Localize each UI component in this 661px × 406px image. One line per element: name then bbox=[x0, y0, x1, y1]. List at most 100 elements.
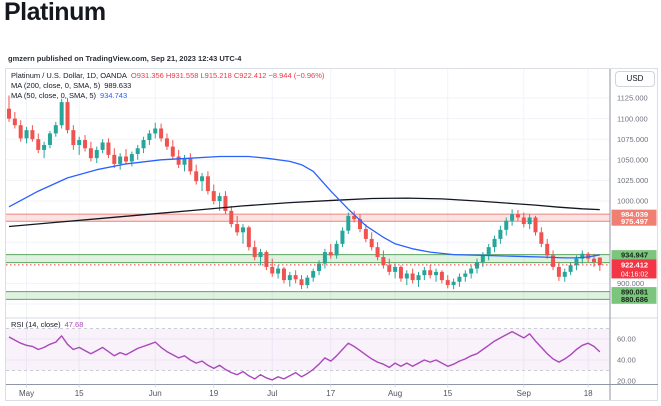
candle-body bbox=[592, 258, 596, 262]
candle-body bbox=[551, 255, 556, 267]
candle-body bbox=[445, 280, 450, 286]
candle-body bbox=[334, 243, 339, 256]
candle-body bbox=[83, 140, 88, 149]
candle-body bbox=[211, 191, 216, 201]
currency-button[interactable]: USD bbox=[615, 71, 655, 87]
candle-body bbox=[375, 247, 380, 258]
candle-body bbox=[124, 156, 128, 162]
candle-body bbox=[276, 268, 281, 274]
candle-body bbox=[293, 275, 298, 280]
candle-body bbox=[59, 102, 64, 126]
price-badge-bg bbox=[611, 259, 657, 279]
candle-body bbox=[586, 253, 591, 259]
candle-body bbox=[328, 252, 333, 256]
candle-body bbox=[439, 271, 444, 281]
candle-body bbox=[205, 176, 210, 192]
time-axis[interactable]: May 15 Jun 19 Jul 17 Aug 15 Sep 18 bbox=[19, 384, 593, 399]
candle-body bbox=[533, 217, 538, 233]
candle-body bbox=[410, 273, 415, 281]
candle-body bbox=[358, 219, 362, 230]
candle-body bbox=[217, 196, 222, 201]
candle-body bbox=[88, 148, 93, 159]
gridlines bbox=[6, 69, 610, 385]
price-badge-bg bbox=[611, 287, 657, 297]
candle-body bbox=[422, 270, 427, 276]
candle-body bbox=[270, 266, 275, 274]
candle-body bbox=[340, 230, 345, 244]
candle-body bbox=[147, 133, 152, 141]
page-title: Platinum bbox=[4, 0, 106, 26]
candle-body bbox=[317, 263, 322, 272]
candle-body bbox=[498, 229, 503, 239]
time-label: Jul bbox=[267, 389, 277, 398]
candle-body bbox=[311, 271, 316, 278]
candle-body bbox=[398, 266, 403, 279]
candle-body bbox=[36, 139, 41, 150]
rsi-axis-label: 60.00 bbox=[617, 335, 636, 344]
time-label: Sep bbox=[517, 389, 532, 398]
price-zone-support bbox=[6, 291, 610, 300]
time-label: 15 bbox=[75, 389, 84, 398]
candle-body bbox=[299, 279, 304, 286]
candle-body bbox=[305, 277, 310, 286]
rsi-pane bbox=[6, 328, 610, 381]
candles-group bbox=[7, 95, 602, 290]
symbol-title: Platinum / U.S. Dollar, 1D, OANDA bbox=[11, 71, 127, 80]
price-badge-bg bbox=[611, 294, 657, 304]
price-badge-bg bbox=[611, 209, 657, 219]
price-axis-label: 1050.000 bbox=[617, 156, 648, 165]
price-axis-label: 1100.000 bbox=[617, 114, 648, 123]
rsi-label: RSI (14, close) bbox=[11, 320, 61, 329]
candle-body bbox=[457, 276, 462, 282]
candle-body bbox=[252, 247, 257, 258]
zone-fill bbox=[6, 291, 610, 300]
price-axis-label: 1125.000 bbox=[617, 94, 648, 103]
candle-body bbox=[30, 130, 35, 140]
price-axis[interactable]: 1125.000 1100.000 1075.000 1050.000 1025.000… bbox=[617, 94, 648, 386]
ma50-value: 934.743 bbox=[100, 91, 128, 100]
candle-body bbox=[363, 229, 368, 239]
time-label: 19 bbox=[209, 389, 218, 398]
candle-body bbox=[393, 266, 398, 272]
candle-body bbox=[387, 265, 392, 272]
candle-body bbox=[504, 220, 509, 230]
price-badge-value: 934.947 bbox=[621, 250, 648, 259]
ma200-line bbox=[8, 197, 600, 228]
candle-body bbox=[428, 270, 433, 276]
candle-body bbox=[545, 243, 550, 256]
candle-body bbox=[510, 214, 515, 221]
ma200-legend[interactable]: MA (200, close, 0, SMA, 5) 989.633 bbox=[11, 81, 135, 90]
price-badge: 934.947 bbox=[611, 250, 657, 260]
symbol-legend[interactable]: Platinum / U.S. Dollar, 1D, OANDA O931.35… bbox=[11, 71, 328, 80]
price-zone-resistance bbox=[6, 213, 610, 222]
ma50-legend[interactable]: MA (50, close, 0, SMA, 5) 934.743 bbox=[11, 91, 131, 100]
candle-body bbox=[369, 238, 374, 248]
chart-canvas[interactable]: 1125.000 1100.000 1075.000 1050.000 1025.000… bbox=[6, 69, 658, 400]
price-badge-value: 890.081 bbox=[621, 287, 648, 296]
candle-body bbox=[264, 252, 269, 267]
price-axis-label: 1025.000 bbox=[617, 176, 648, 185]
candle-body bbox=[246, 227, 251, 248]
candle-body bbox=[65, 102, 70, 131]
rsi-legend[interactable]: RSI (14, close) 47.68 bbox=[11, 320, 87, 329]
candle-body bbox=[47, 133, 52, 145]
price-badge-bg bbox=[611, 250, 657, 260]
candle-body bbox=[182, 158, 187, 165]
candle-body bbox=[164, 138, 169, 147]
price-badge-value: 984.039 bbox=[621, 210, 648, 219]
chart-frame: 1125.000 1100.000 1075.000 1050.000 1025.000… bbox=[5, 68, 658, 401]
candle-body bbox=[18, 125, 23, 139]
candle-body bbox=[118, 156, 123, 164]
candle-body bbox=[24, 130, 29, 139]
rsi-value: 47.68 bbox=[64, 320, 84, 329]
time-label: 18 bbox=[584, 389, 593, 398]
candle-body bbox=[556, 266, 561, 277]
price-badge-bg bbox=[611, 216, 657, 226]
candle-body bbox=[404, 273, 409, 279]
candle-body bbox=[7, 108, 11, 119]
candle-body bbox=[188, 158, 193, 172]
candle-body bbox=[469, 268, 474, 274]
zone-fill bbox=[6, 214, 610, 222]
